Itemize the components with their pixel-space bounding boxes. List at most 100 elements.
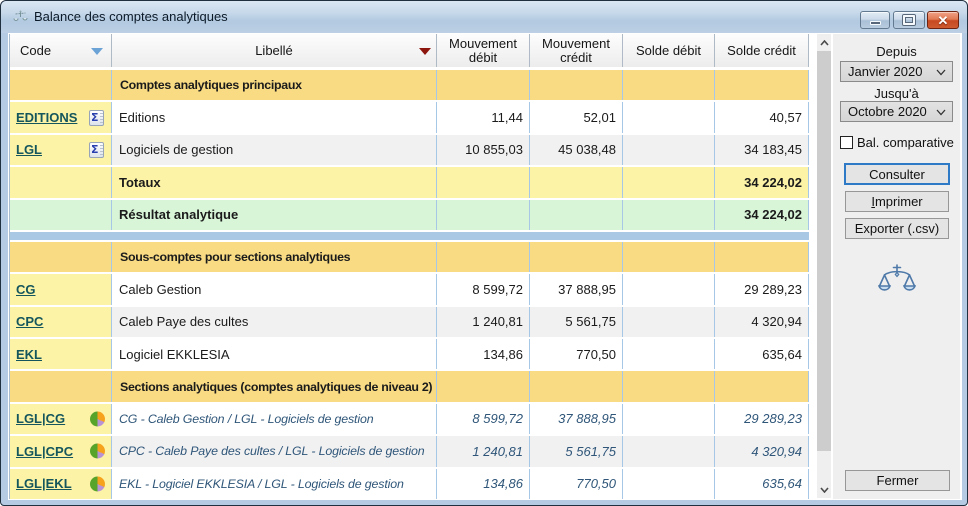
column-header-solde_credit[interactable]: Solde crédit xyxy=(715,34,809,67)
libelle-cell: Caleb Paye des cultes xyxy=(112,306,437,337)
consulter-button[interactable]: Consulter xyxy=(844,163,950,185)
column-header-mvt_debit[interactable]: Mouvement débit xyxy=(437,34,530,67)
mvt-credit-cell xyxy=(530,70,623,101)
table-row: Sous-comptes pour sections analytiques xyxy=(10,241,809,273)
code-cell: LGL|CG xyxy=(10,403,112,435)
depuis-value: Janvier 2020 xyxy=(848,64,923,79)
window-title: Balance des comptes analytiques xyxy=(34,9,228,24)
chevron-up-icon xyxy=(819,39,829,46)
mvt-debit-cell xyxy=(437,371,530,402)
solde-debit-cell xyxy=(623,134,715,166)
fermer-button[interactable]: Fermer xyxy=(845,470,950,491)
code-link[interactable]: LGL|CG xyxy=(16,411,66,427)
table-header-row: Code Libellé Mouvement débit Mouvement créd… xyxy=(10,34,809,67)
sort-arrow-red-icon xyxy=(419,47,431,55)
code-link[interactable]: EDITIONS xyxy=(16,110,78,126)
mvt-credit-cell: 52,01 xyxy=(530,102,623,133)
solde-credit-cell: 29 289,23 xyxy=(715,274,809,305)
column-header-solde_debit[interactable]: Solde débit xyxy=(623,34,715,67)
sigma-detail-button[interactable]: Σ xyxy=(89,141,104,158)
mvt-debit-cell: 1 240,81 xyxy=(437,436,530,467)
solde-debit-cell xyxy=(623,339,715,370)
mvt-credit-cell: 5 561,75 xyxy=(530,306,623,337)
libelle-cell: EKL - Logiciel EKKLESIA / LGL - Logiciel… xyxy=(112,468,437,499)
scrollbar-down-button[interactable] xyxy=(817,481,831,498)
code-link[interactable]: EKL xyxy=(16,346,42,362)
imprimer-button[interactable]: Imprimer xyxy=(845,191,949,212)
bal-comparative-label: Bal. comparative xyxy=(857,135,954,150)
mvt-debit-cell xyxy=(437,70,530,101)
mvt-credit-cell xyxy=(530,199,623,230)
sort-arrow-blue-icon xyxy=(91,47,103,55)
minimize-button[interactable] xyxy=(860,11,890,29)
code-link[interactable]: CG xyxy=(16,281,36,297)
column-header-label: Solde crédit xyxy=(727,42,796,58)
code-link[interactable]: LGL xyxy=(16,142,42,158)
side-panel: Depuis Janvier 2020 Jusqu'à Octobre 2020… xyxy=(833,34,960,499)
column-header-label: Solde débit xyxy=(635,42,702,58)
code-cell xyxy=(10,70,112,101)
libelle-cell: Résultat analytique xyxy=(112,199,437,230)
solde-debit-cell xyxy=(623,102,715,133)
table-row: LGL|EKL EKL - Logiciel EKKLESIA / LGL - L… xyxy=(10,468,809,499)
code-cell: LGL|CPC xyxy=(10,436,112,467)
client-area: Code Libellé Mouvement débit Mouvement créd… xyxy=(8,33,962,500)
mvt-debit-cell: 1 240,81 xyxy=(437,306,530,337)
mvt-credit-cell xyxy=(530,167,623,198)
depuis-select[interactable]: Janvier 2020 xyxy=(840,61,953,82)
maximize-icon xyxy=(903,15,915,25)
section-separator xyxy=(10,231,809,240)
code-link[interactable]: LGL|EKL xyxy=(16,476,72,492)
scrollbar-up-button[interactable] xyxy=(817,34,831,51)
code-cell: LGL|EKL xyxy=(10,468,112,499)
mvt-debit-cell xyxy=(437,199,530,230)
bal-comparative-checkbox[interactable] xyxy=(840,136,853,149)
libelle-cell: Editions xyxy=(112,102,437,133)
code-link[interactable]: CPC xyxy=(16,314,44,330)
solde-credit-cell xyxy=(715,241,809,273)
jusqua-select[interactable]: Octobre 2020 xyxy=(840,101,953,122)
chevron-down-icon xyxy=(936,69,946,76)
table-row: LGL Σ Logiciels de gestion 10 855,03 45 038,… xyxy=(10,134,809,166)
libelle-cell: CG - Caleb Gestion / LGL - Logiciels de … xyxy=(112,403,437,435)
close-button[interactable]: ✕ xyxy=(927,11,959,29)
code-cell xyxy=(10,199,112,230)
column-header-libelle[interactable]: Libellé xyxy=(112,34,437,67)
column-header-code[interactable]: Code xyxy=(10,34,112,67)
code-cell: CG xyxy=(10,274,112,305)
mvt-debit-cell: 134,86 xyxy=(437,339,530,370)
solde-debit-cell xyxy=(623,468,715,499)
scrollbar-thumb[interactable] xyxy=(817,51,831,451)
code-cell: EDITIONS Σ xyxy=(10,102,112,133)
solde-debit-cell xyxy=(623,403,715,435)
sigma-icon: Σ xyxy=(91,111,99,125)
minimize-icon xyxy=(869,20,881,25)
maximize-button[interactable] xyxy=(893,11,925,29)
mvt-debit-cell: 11,44 xyxy=(437,102,530,133)
solde-debit-cell xyxy=(623,241,715,273)
close-icon: ✕ xyxy=(937,12,949,28)
column-header-label: Code xyxy=(20,42,52,58)
libelle-cell: CPC - Caleb Paye des cultes / LGL - Logi… xyxy=(112,436,437,467)
table-row: EDITIONS Σ Editions 11,44 52,01 40,57 xyxy=(10,102,809,133)
solde-credit-cell: 29 289,23 xyxy=(715,403,809,435)
code-cell xyxy=(10,371,112,402)
vertical-scrollbar[interactable] xyxy=(817,34,831,498)
mvt-credit-cell: 770,50 xyxy=(530,339,623,370)
column-header-mvt_credit[interactable]: Mouvement crédit xyxy=(530,34,623,67)
code-link[interactable]: LGL|CPC xyxy=(16,443,74,459)
sigma-detail-button[interactable]: Σ xyxy=(89,109,104,126)
code-cell xyxy=(10,241,112,273)
mvt-debit-cell xyxy=(437,241,530,273)
mvt-credit-cell xyxy=(530,241,623,273)
table-row: LGL|CPC CPC - Caleb Paye des cultes / LGL… xyxy=(10,436,809,467)
app-scales-icon xyxy=(13,10,28,21)
table-row: Résultat analytique 34 224,02 xyxy=(10,199,809,230)
libelle-cell: Logiciel EKKLESIA xyxy=(112,339,437,370)
mvt-debit-cell: 10 855,03 xyxy=(437,134,530,166)
solde-credit-cell: 34 224,02 xyxy=(715,199,809,230)
exporter-csv-button[interactable]: Exporter (.csv) xyxy=(845,218,949,239)
libelle-cell: Sous-comptes pour sections analytiques xyxy=(112,241,437,273)
solde-credit-cell xyxy=(715,371,809,402)
